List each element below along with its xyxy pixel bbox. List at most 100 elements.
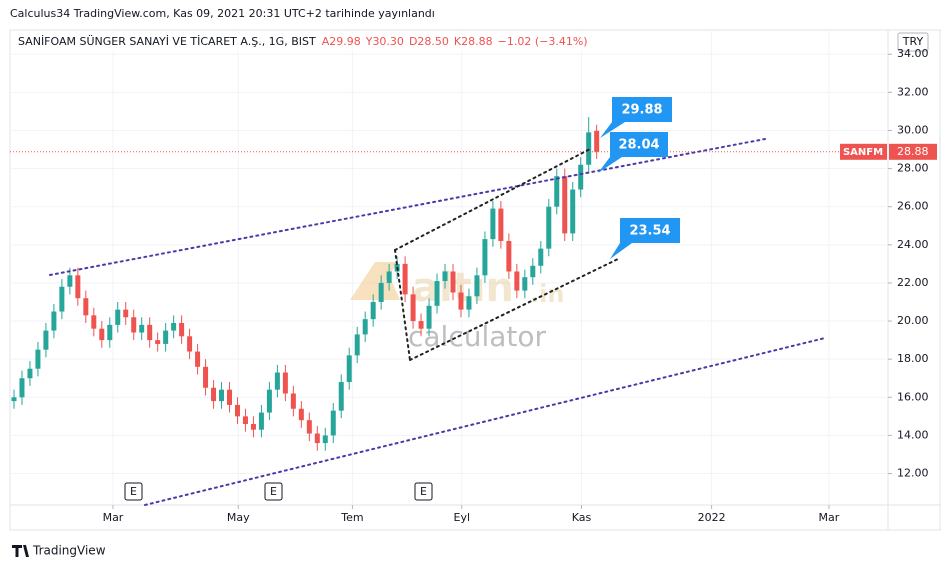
channel-lower [144,337,826,506]
symbol-tag-label: SANFM [843,147,883,158]
x-tick-label: Kas [572,511,592,524]
candle-body [19,378,25,398]
candle-body [330,410,336,436]
candle-body [67,275,73,287]
candle-body [410,294,416,322]
footer: TradingView [32,544,106,558]
y-tick-label: 18.00 [897,352,929,365]
candle-body [482,239,488,276]
candle-body [155,340,161,344]
trend-line [409,257,621,361]
candle-body [179,322,185,337]
callout-box [600,97,672,138]
candle-body [506,241,512,272]
earnings-box [414,482,433,501]
callout-label: 28.04 [618,138,659,153]
price-tag-label: 28.88 [897,145,929,158]
y-tick-label: 16.00 [897,390,929,403]
candle-body [139,324,145,333]
ohlc-value: D28.50 [409,35,449,48]
candle-body [306,420,312,434]
y-tick-label: 14.00 [897,428,929,441]
y-tick-label: 24.00 [897,238,929,251]
candle-body [554,176,560,207]
earnings-box [264,482,283,501]
candle-body [370,302,376,320]
earnings-label: E [270,485,277,498]
y-tick-label: 22.00 [897,276,929,289]
candle-body [314,433,320,444]
candle-body [594,130,600,152]
y-tick-label: 28.00 [897,162,929,175]
x-tick-label: Mar [819,511,840,524]
y-tick-label: 26.00 [897,200,929,213]
candle-body [498,208,504,242]
candle-body [434,281,440,306]
earnings-label: E [420,485,427,498]
candle-body [250,423,256,430]
candle-body [538,248,544,266]
candle-body [131,317,137,333]
candle-body [490,208,496,240]
candle-body [570,189,576,234]
candle-body [274,372,280,390]
candle-body [219,389,225,402]
y-tick-label: 12.00 [897,467,929,480]
candle-body [402,263,408,295]
candle-body [418,321,424,329]
candle-body [354,334,360,356]
price-tag-box [889,143,937,160]
candle-body [91,315,97,329]
x-tick-label: Mar [103,511,124,524]
candle-body [27,368,33,379]
earnings-markers: E E E [124,482,433,501]
ohlc-value: Y30.30 [365,35,404,48]
callout-label: 23.54 [629,224,670,239]
candle-body [298,408,304,421]
watermark-logo [350,262,400,300]
trend-line [394,147,593,251]
trend-lines [49,138,826,506]
candle-body [234,404,240,417]
candle-body [578,164,584,190]
y-tick-label: 34.00 [897,47,929,60]
candle-body [43,330,49,350]
price-tag: SANFM 28.88 [840,143,937,160]
candle-body [123,309,129,318]
candle-body [514,271,520,291]
y-tick-label: 30.00 [897,123,929,136]
candle-body [203,366,209,388]
candle-body [522,277,528,291]
candle-body [378,282,384,303]
x-tick-label: Eyl [454,511,471,524]
y-tick-label: 32.00 [897,85,929,98]
x-tick-label: Tem [340,511,363,524]
candle-body [338,382,344,411]
candle-body [51,311,57,331]
candle-body [450,271,456,293]
candle-body [530,265,536,278]
earnings-label: E [130,485,137,498]
tv-logo [12,545,29,557]
candle-body [282,372,288,394]
symbol-tag [840,143,887,160]
x-tick-label: May [227,511,250,524]
candle-body [227,389,232,405]
symbol-title: SANİFOAM SÜNGER SANAYİ VE TİCARET A.Ş., … [18,35,316,48]
candle-body [458,292,464,310]
candle-body [362,319,368,335]
candle-body [35,349,41,369]
candle-body [211,387,217,402]
candle-body [242,416,248,424]
candle-body [546,206,552,249]
candle-body [11,397,17,402]
candle-body [290,393,296,409]
callout-box [610,218,680,259]
callouts: 29.88 28.04 23.54 [598,97,680,259]
candles [10,117,888,451]
candle-body [322,435,328,444]
trend-line [394,249,411,361]
candle-body [75,275,81,299]
